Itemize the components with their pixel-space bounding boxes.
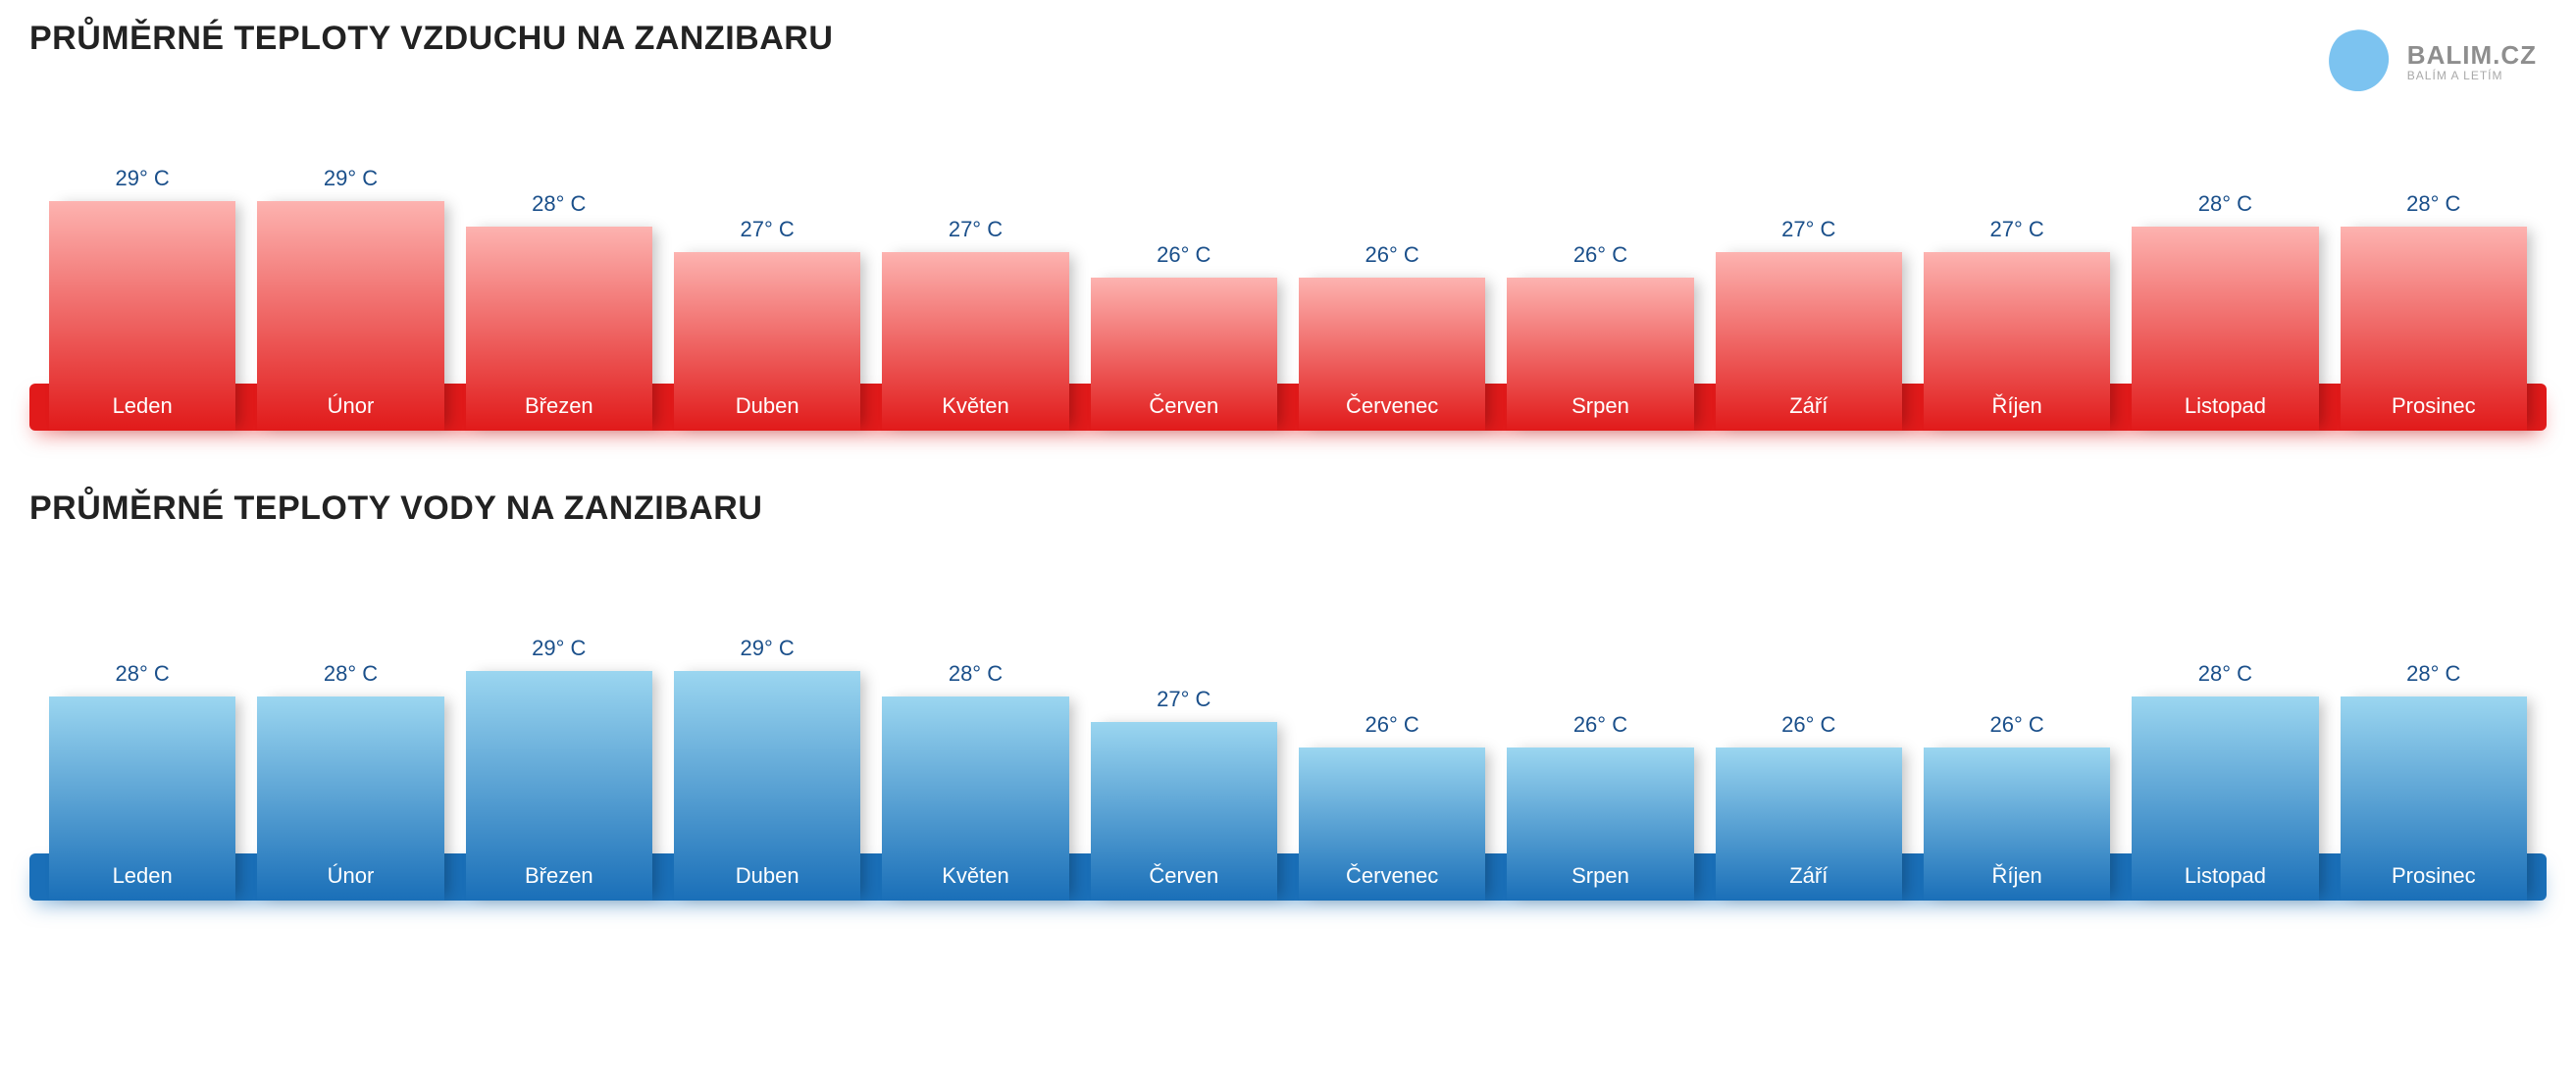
water-bar-value: 28° C [116,661,170,687]
water-bar-slot: 28° C Leden [49,661,235,901]
air-bar-slot: 27° C Květen [882,217,1068,431]
air-temperature-chart: PRŮMĚRNÉ TEPLOTY VZDUCHU NA ZANZIBARU BA… [29,20,2547,431]
air-bar-slot: 29° C Leden [49,166,235,431]
water-bar-value: 29° C [741,636,795,661]
brand-logo: BALIM.CZ BALÍM A LETÍM [2323,26,2537,96]
water-bar-label: Leden [49,863,235,889]
air-bar-label: Září [1716,393,1902,419]
water-bar-value: 26° C [1781,712,1835,738]
air-bar-label: Květen [882,393,1068,419]
air-bar-label: Srpen [1507,393,1693,419]
water-bar-slot: 29° C Březen [466,636,652,901]
air-bar-slot: 26° C Červen [1091,242,1277,431]
air-bar-value: 28° C [2198,191,2252,217]
water-bar-label: Říjen [1924,863,2110,889]
water-bar-slot: 26° C Srpen [1507,712,1693,901]
water-bar-value: 28° C [949,661,1003,687]
air-bar-label: Červen [1091,393,1277,419]
air-bar-slot: 26° C Červenec [1299,242,1485,431]
air-bar-slot: 29° C Únor [257,166,443,431]
water-bar-slot: 28° C Únor [257,661,443,901]
air-bar-label: Leden [49,393,235,419]
water-bar-slot: 28° C Prosinec [2341,661,2527,901]
water-bar-label: Únor [257,863,443,889]
water-bar-value: 26° C [1365,712,1418,738]
water-bar-label: Červenec [1299,863,1485,889]
air-chart-title: PRŮMĚRNÉ TEPLOTY VZDUCHU NA ZANZIBARU [29,20,2547,58]
water-bar-label: Listopad [2132,863,2318,889]
logo-blob-icon [2323,26,2394,96]
air-bar-label: Listopad [2132,393,2318,419]
air-bar-value: 27° C [949,217,1003,242]
logo-sub-text: BALÍM A LETÍM [2407,69,2537,82]
air-bar-label: Červenec [1299,393,1485,419]
air-bar-value: 27° C [741,217,795,242]
water-bar-slot: 28° C Květen [882,661,1068,901]
water-bar-value: 28° C [2198,661,2252,687]
water-bar-slot: 29° C Duben [674,636,860,901]
water-bar-label: Září [1716,863,1902,889]
air-bar-value: 28° C [2406,191,2460,217]
air-bar-value: 28° C [532,191,586,217]
water-temperature-chart: PRŮMĚRNÉ TEPLOTY VODY NA ZANZIBARU 28° C… [29,490,2547,901]
air-bar-value: 26° C [1365,242,1418,268]
water-bar-slot: 28° C Listopad [2132,661,2318,901]
air-bar-value: 27° C [1781,217,1835,242]
air-bar-value: 29° C [324,166,378,191]
water-bar-label: Květen [882,863,1068,889]
water-bar-slot: 27° C Červen [1091,687,1277,901]
air-chart-area: 29° C Leden 29° C Únor 28° C Březen 27° C Duben… [29,127,2547,431]
air-bar-slot: 28° C Prosinec [2341,191,2527,431]
air-bar-value: 26° C [1573,242,1627,268]
water-bar-label: Červen [1091,863,1277,889]
water-bar-slot: 26° C Červenec [1299,712,1485,901]
water-bar-slot: 26° C Září [1716,712,1902,901]
air-bar-slot: 27° C Září [1716,217,1902,431]
air-bar-label: Únor [257,393,443,419]
water-bar-value: 26° C [1573,712,1627,738]
logo-main-text: BALIM.CZ [2407,40,2537,71]
air-bar-label: Říjen [1924,393,2110,419]
water-bar-value: 27° C [1157,687,1211,712]
water-bar-value: 28° C [2406,661,2460,687]
air-bar-slot: 28° C Březen [466,191,652,431]
air-bar-slot: 28° C Listopad [2132,191,2318,431]
air-bar-slot: 26° C Srpen [1507,242,1693,431]
air-bar-label: Březen [466,393,652,419]
water-bar-label: Srpen [1507,863,1693,889]
water-bar-value: 26° C [1989,712,2043,738]
water-bar-label: Prosinec [2341,863,2527,889]
air-bar-slot: 27° C Duben [674,217,860,431]
water-bar-value: 29° C [532,636,586,661]
water-bar-label: Březen [466,863,652,889]
air-bar-label: Prosinec [2341,393,2527,419]
air-bar-value: 29° C [116,166,170,191]
air-bar-slot: 27° C Říjen [1924,217,2110,431]
water-chart-area: 28° C Leden 28° C Únor 29° C Březen 29° C Duben… [29,596,2547,901]
water-chart-title: PRŮMĚRNÉ TEPLOTY VODY NA ZANZIBARU [29,490,2547,528]
air-bar-value: 27° C [1989,217,2043,242]
water-bar-label: Duben [674,863,860,889]
air-bar-value: 26° C [1157,242,1211,268]
air-bar-label: Duben [674,393,860,419]
water-bar-value: 28° C [324,661,378,687]
water-bar-slot: 26° C Říjen [1924,712,2110,901]
